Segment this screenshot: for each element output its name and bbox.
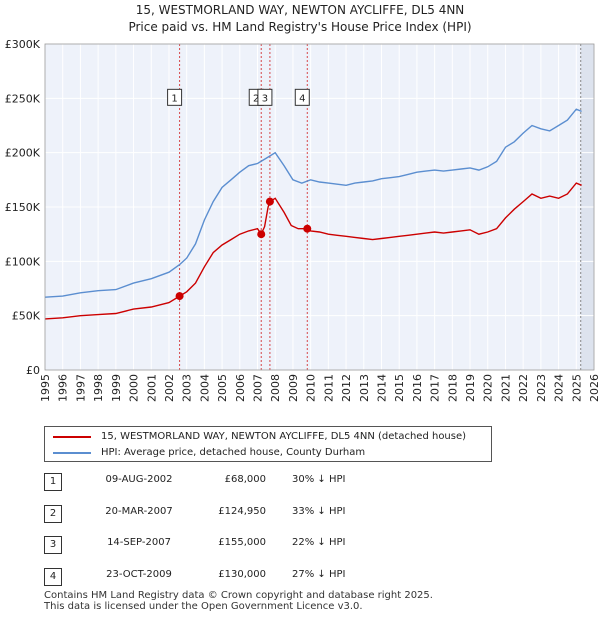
x-tick-label: 2025 <box>570 374 583 402</box>
x-tick-label: 2013 <box>358 374 371 402</box>
table-row: 3 14-SEP-2007 £155,000 22% ↓ HPI <box>44 535 464 567</box>
x-tick-label: 1999 <box>110 374 123 402</box>
sale-price: £68,000 <box>224 474 266 485</box>
x-tick-label: 1998 <box>92 374 105 402</box>
sale-number-badge: 2 <box>44 504 62 523</box>
x-tick-label: 2014 <box>375 374 388 402</box>
legend-label-hpi: HPI: Average price, detached house, Coun… <box>101 447 366 458</box>
y-tick-label: £100K <box>5 255 41 268</box>
x-tick-label: 2002 <box>163 374 176 402</box>
x-tick-label: 2008 <box>269 374 282 402</box>
y-tick-label: £50K <box>12 310 41 323</box>
plot-frame <box>44 43 595 371</box>
sale-number-badge: 1 <box>44 473 62 491</box>
y-tick-label: £300K <box>5 38 41 51</box>
sale-price: £155,000 <box>218 537 266 548</box>
sale-marker-box <box>257 88 273 106</box>
x-tick-label: 2017 <box>429 374 442 402</box>
x-tick-label: 2009 <box>287 374 300 402</box>
sale-hpi-diff: 30% ↓ HPI <box>292 474 346 485</box>
sale-marker-label: 3 <box>262 93 268 104</box>
x-tick-label: 2020 <box>482 374 495 402</box>
legend-swatch-hpi <box>53 452 91 454</box>
x-tick-label: 2024 <box>553 374 566 402</box>
chart-subtitle: Price paid vs. HM Land Registry's House … <box>128 20 471 34</box>
attribution-line-2: This data is licensed under the Open Gov… <box>44 601 363 612</box>
sale-marker-box <box>167 88 183 106</box>
price-chart: 15, WESTMORLAND WAY, NEWTON AYCLIFFE, DL… <box>5 3 600 402</box>
x-tick-label: 2001 <box>145 374 158 402</box>
x-tick-label: 2021 <box>499 374 512 402</box>
attribution-line-1: Contains HM Land Registry data © Crown c… <box>44 590 433 601</box>
table-row: 4 23-OCT-2009 £130,000 27% ↓ HPI <box>44 567 464 599</box>
x-tick-label: 2011 <box>322 374 335 402</box>
y-tick-label: £0 <box>26 364 40 377</box>
chart-legend: 15, WESTMORLAND WAY, NEWTON AYCLIFFE, DL… <box>44 426 492 462</box>
x-tick-label: 2010 <box>305 374 318 402</box>
sale-hpi-diff: 27% ↓ HPI <box>292 568 346 580</box>
sale-number-badge: 4 <box>44 567 62 586</box>
legend-swatch-property <box>53 436 91 438</box>
x-tick-label: 2019 <box>464 374 477 402</box>
x-tick-label: 2018 <box>446 374 459 402</box>
sale-date: 23-OCT-2009 <box>106 568 172 580</box>
x-tick-label: 2015 <box>393 374 406 402</box>
attribution-footer: Contains HM Land Registry data © Crown c… <box>44 590 433 612</box>
sale-hpi-diff: 22% ↓ HPI <box>292 537 346 548</box>
sale-date: 14-SEP-2007 <box>107 537 171 548</box>
sale-price: £124,950 <box>218 505 266 517</box>
x-tick-label: 2000 <box>128 374 141 402</box>
sale-point <box>265 197 274 206</box>
property-series-line <box>44 182 582 320</box>
y-tick-label: £150K <box>5 201 41 214</box>
y-tick-label: £200K <box>5 147 41 160</box>
sale-marker-box <box>294 88 310 106</box>
legend-label-property: 15, WESTMORLAND WAY, NEWTON AYCLIFFE, DL… <box>101 431 467 442</box>
x-tick-label: 1996 <box>57 374 70 402</box>
x-tick-label: 2006 <box>234 374 247 402</box>
table-row: 1 09-AUG-2002 £68,000 30% ↓ HPI <box>44 472 464 504</box>
sale-number-badge: 3 <box>44 536 62 554</box>
chart-title: 15, WESTMORLAND WAY, NEWTON AYCLIFFE, DL… <box>136 3 465 17</box>
x-tick-label: 2012 <box>340 374 353 402</box>
sale-date: 09-AUG-2002 <box>105 474 173 485</box>
x-tick-label: 1995 <box>39 374 52 402</box>
x-tick-label: 2022 <box>517 374 530 402</box>
x-tick-label: 2023 <box>535 374 548 402</box>
hpi-series-line <box>44 108 582 298</box>
sale-date: 20-MAR-2007 <box>105 505 173 517</box>
sale-marker-label: 2 <box>253 93 259 104</box>
sale-point <box>257 230 266 239</box>
x-tick-label: 2005 <box>216 374 229 402</box>
sale-hpi-diff: 33% ↓ HPI <box>292 505 346 517</box>
x-tick-label: 2003 <box>181 374 194 402</box>
y-tick-label: £250K <box>5 92 41 105</box>
sales-table: 1 09-AUG-2002 £68,000 30% ↓ HPI 2 20-MAR… <box>44 472 464 598</box>
sale-marker-label: 4 <box>299 93 305 104</box>
x-tick-label: 2016 <box>411 374 424 402</box>
sale-price: £130,000 <box>218 568 266 580</box>
sale-marker-label: 1 <box>171 93 177 104</box>
x-tick-label: 1997 <box>74 374 87 402</box>
x-tick-label: 2026 <box>588 374 600 402</box>
sale-point <box>175 292 184 301</box>
x-tick-label: 2004 <box>198 374 211 402</box>
table-row: 2 20-MAR-2007 £124,950 33% ↓ HPI <box>44 504 464 536</box>
x-tick-label: 2007 <box>252 374 265 402</box>
sale-point <box>303 224 312 233</box>
